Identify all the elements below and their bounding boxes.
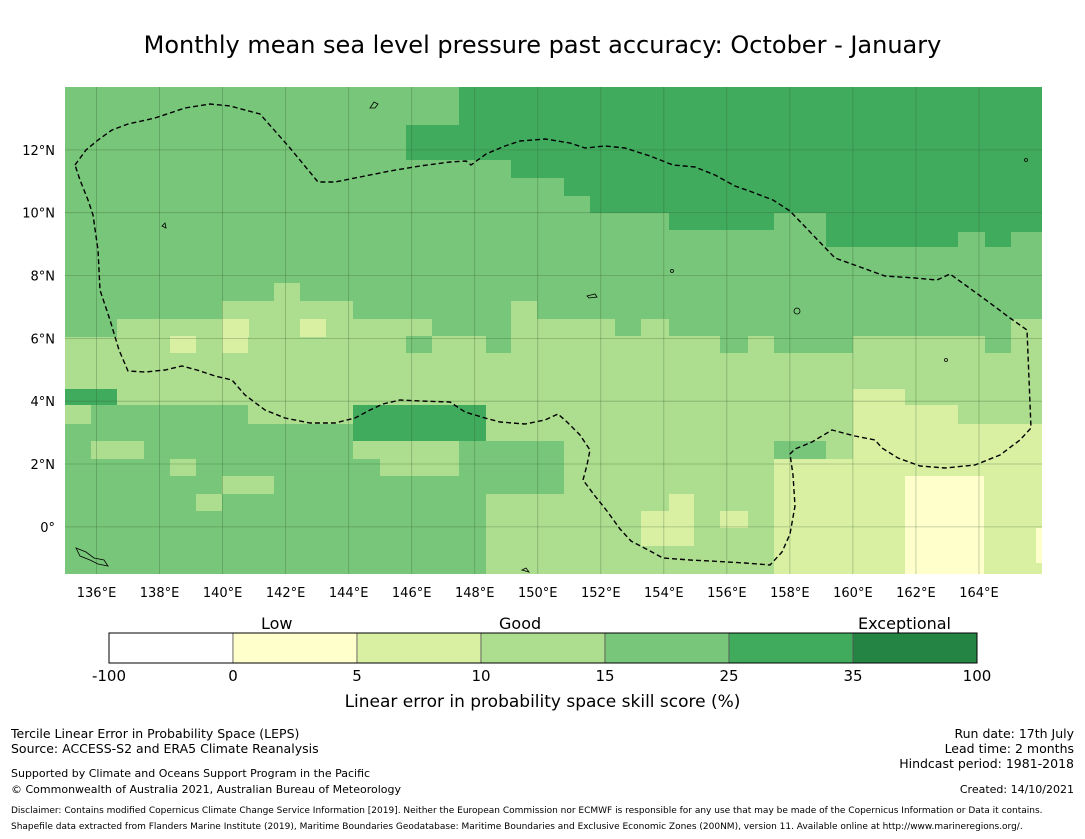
- colorbar-tick: 15: [595, 667, 615, 685]
- latitude-tick-label: 2°N: [31, 458, 56, 473]
- colorbar-segment: [604, 632, 730, 664]
- region-lowest: [1036, 528, 1042, 563]
- longitude-tick-label: 136°E: [77, 586, 117, 601]
- colorbar-tick: -100: [91, 667, 127, 685]
- longitude-tick-label: 160°E: [833, 586, 873, 601]
- gridlines: [65, 87, 1042, 574]
- region-lower-patch: [669, 494, 694, 511]
- colorbar-tick: 100: [962, 667, 992, 685]
- island-outline: [520, 567, 531, 573]
- category-good-label: Good: [499, 614, 542, 633]
- lead-time: Lead time: 2 months: [944, 741, 1074, 756]
- colorbar: [108, 632, 978, 664]
- colorbar-tick: 25: [719, 667, 739, 685]
- island-outline: [1024, 158, 1028, 162]
- island-outlines: [75, 101, 1028, 573]
- island-outline: [161, 222, 167, 229]
- skill-raster: [65, 87, 1042, 574]
- island-outline: [75, 547, 109, 567]
- region-moderate-patch: [353, 441, 459, 459]
- source-line: Source: ACCESS-S2 and ERA5 Climate Reana…: [11, 741, 319, 756]
- island-outline: [944, 358, 948, 362]
- region-moderate-patch: [170, 459, 196, 476]
- island-outline: [369, 101, 379, 109]
- copyright-line: © Commonwealth of Australia 2021, Austra…: [11, 783, 401, 796]
- longitude-tick-label: 156°E: [707, 586, 747, 601]
- colorbar-segment: [852, 632, 978, 664]
- colorbar-tick: 5: [352, 667, 362, 685]
- longitude-tick-label: 154°E: [644, 586, 684, 601]
- run-date: Run date: 17th July: [954, 726, 1075, 741]
- region-lowest: [905, 476, 984, 574]
- region-moderate-patch: [65, 405, 91, 424]
- longitude-tick-label: 146°E: [392, 586, 432, 601]
- longitude-tick-label: 148°E: [455, 586, 495, 601]
- shapefile-credit: Shapefile data extracted from Flanders M…: [11, 822, 1023, 832]
- region-good-patch: [774, 441, 826, 459]
- longitude-tick-label: 158°E: [770, 586, 810, 601]
- colorbar-frame: [108, 632, 978, 664]
- longitude-tick-label: 164°E: [959, 586, 999, 601]
- region-moderate-patch: [91, 441, 144, 459]
- disclaimer-text: Disclaimer: Contains modified Copernicus…: [11, 806, 1043, 816]
- longitude-tick-label: 140°E: [203, 586, 243, 601]
- latitude-tick-label: 0°: [40, 521, 55, 536]
- region-good-patch: [486, 336, 511, 353]
- region-lower-patch: [222, 336, 248, 353]
- latitude-tick-label: 10°N: [22, 207, 55, 222]
- colorbar-tick: 0: [228, 667, 238, 685]
- category-low-label: Low: [261, 614, 293, 633]
- latitude-tick-label: 12°N: [22, 144, 55, 159]
- method-line: Tercile Linear Error in Probability Spac…: [11, 726, 300, 741]
- region-lower-patch: [222, 319, 249, 337]
- eez-boundary: [74, 103, 1032, 566]
- longitude-labels: 136°E 138°E 140°E 142°E 144°E 146°E 148°E 150°E…: [77, 586, 999, 601]
- created-date: Created: 14/10/2021: [959, 783, 1074, 796]
- colorbar-tick: 10: [471, 667, 491, 685]
- longitude-tick-label: 162°E: [896, 586, 936, 601]
- longitude-tick-label: 142°E: [266, 586, 306, 601]
- island-outline: [586, 293, 598, 299]
- hindcast-period: Hindcast period: 1981-2018: [899, 756, 1074, 771]
- region-moderate-patch: [222, 476, 274, 494]
- colorbar-tick: 35: [843, 667, 863, 685]
- region-high-patch: [65, 389, 117, 405]
- region-lower-patch: [300, 319, 326, 337]
- island-outline: [670, 269, 674, 273]
- colorbar-segment: [728, 632, 854, 664]
- region-high-patch: [353, 405, 486, 441]
- colorbar-segment: [480, 632, 606, 664]
- colorbar-title: Linear error in probability space skill …: [344, 692, 741, 712]
- region-moderate-patch: [196, 494, 222, 511]
- colorbar-segment: [356, 632, 482, 664]
- region-high-strip: [406, 125, 459, 160]
- map-title: Monthly mean sea level pressure past acc…: [143, 31, 942, 59]
- latitude-labels: 12°N 10°N 8°N 6°N 4°N 2°N 0°: [22, 144, 55, 536]
- region-lower-patch: [170, 336, 196, 353]
- category-exceptional-label: Exceptional: [858, 614, 951, 633]
- latitude-tick-label: 6°N: [31, 332, 56, 347]
- region-moderate-patch: [380, 459, 459, 476]
- longitude-tick-label: 138°E: [140, 586, 180, 601]
- colorbar-segment: [232, 632, 358, 664]
- support-line: Supported by Climate and Oceans Support …: [11, 767, 371, 780]
- longitude-tick-label: 150°E: [518, 586, 558, 601]
- longitude-tick-label: 152°E: [581, 586, 621, 601]
- region-lower-patch: [641, 511, 694, 546]
- latitude-tick-label: 8°N: [31, 270, 56, 285]
- region-good-patch: [511, 441, 564, 494]
- longitude-tick-label: 144°E: [329, 586, 369, 601]
- latitude-tick-label: 4°N: [31, 395, 56, 410]
- region-high-north: [459, 87, 1042, 247]
- region-lower-patch: [720, 511, 748, 528]
- colorbar-segment: [108, 632, 234, 664]
- region-good-inset: [564, 196, 590, 213]
- island-outline: [793, 307, 801, 315]
- region-good-southwest: [65, 405, 486, 574]
- region-good-patch: [406, 336, 432, 353]
